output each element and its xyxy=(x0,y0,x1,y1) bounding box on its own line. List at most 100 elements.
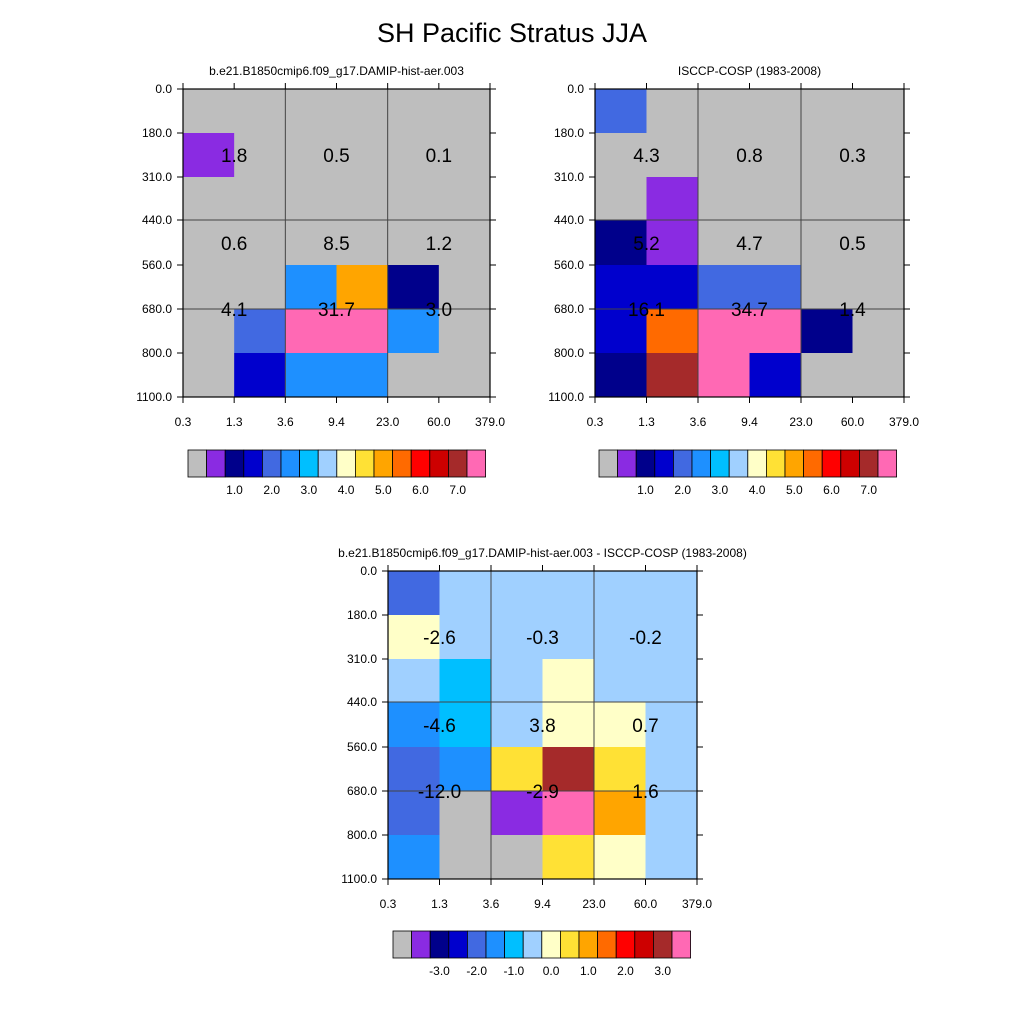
x-tick-label: 379.0 xyxy=(889,415,919,429)
colorbar-swatch xyxy=(317,449,338,478)
heatmap-cell xyxy=(646,177,699,221)
colorbar-label: 7.0 xyxy=(860,483,877,497)
colorbar-swatch xyxy=(671,930,692,959)
heatmap-cell xyxy=(645,702,698,748)
heatmap-cell xyxy=(234,177,286,221)
colorbar-swatch xyxy=(206,449,226,478)
cell-value-label: 0.5 xyxy=(839,234,865,255)
colorbar-swatch xyxy=(429,449,449,478)
x-tick-label: 23.0 xyxy=(789,415,813,429)
heatmap-cell xyxy=(183,89,235,134)
x-tick-label: 9.4 xyxy=(328,415,345,429)
heatmap-cell xyxy=(542,659,595,703)
heatmap-cell xyxy=(749,177,802,221)
heatmap-cell xyxy=(594,659,646,703)
colorbar-swatch xyxy=(373,449,394,478)
heatmap-cell xyxy=(388,615,440,660)
heatmap-cell xyxy=(387,265,440,310)
colorbar-label: 2.0 xyxy=(263,483,280,497)
heatmap-cell xyxy=(595,177,647,221)
heatmap-cell xyxy=(645,615,698,660)
colorbar-label: 5.0 xyxy=(786,483,803,497)
y-tick-label: 560.0 xyxy=(347,740,377,754)
heatmap-cell xyxy=(594,835,646,880)
heatmap-cell xyxy=(183,353,235,398)
heatmap-cell xyxy=(542,791,595,836)
heatmap-cell xyxy=(491,835,543,880)
heatmap-cell xyxy=(801,309,853,354)
heatmap-cell xyxy=(542,702,595,748)
heatmap-cell xyxy=(285,89,337,134)
heatmap-cell xyxy=(234,133,286,178)
heatmap-cell xyxy=(285,265,337,310)
x-tick-label: 23.0 xyxy=(582,897,606,911)
heatmap-cell xyxy=(749,353,802,398)
y-tick-label: 180.0 xyxy=(554,126,584,140)
heatmap-cell xyxy=(595,133,647,178)
cell-value-label: 3.8 xyxy=(529,716,555,737)
y-tick-label: 0.0 xyxy=(155,82,172,96)
colorbar-swatch xyxy=(447,449,468,478)
x-tick-label: 9.4 xyxy=(741,415,758,429)
colorbar-label: -2.0 xyxy=(466,964,487,978)
heatmap-cell xyxy=(438,309,491,354)
y-tick-label: 0.0 xyxy=(567,82,584,96)
colorbar-label: 6.0 xyxy=(823,483,840,497)
colorbar-label: 1.0 xyxy=(637,483,654,497)
y-tick-label: 800.0 xyxy=(142,346,172,360)
colorbar-label: 1.0 xyxy=(580,964,597,978)
colorbar-swatch xyxy=(261,449,282,478)
colorbar-swatch xyxy=(840,449,860,478)
heatmap-cell xyxy=(387,353,440,398)
x-tick-label: 60.0 xyxy=(427,415,451,429)
x-tick-label: 23.0 xyxy=(376,415,400,429)
heatmap-cell xyxy=(234,309,286,354)
cell-value-label: 4.1 xyxy=(221,300,247,321)
cell-value-label: 0.8 xyxy=(736,146,762,167)
colorbar-swatch xyxy=(541,930,561,959)
colorbar-swatch xyxy=(280,449,301,478)
heatmap-cell xyxy=(438,177,491,221)
heatmap-cell xyxy=(439,659,492,703)
heatmap-cell xyxy=(595,353,647,398)
heatmap-cell xyxy=(646,265,699,310)
colorbar-label: -1.0 xyxy=(504,964,525,978)
heatmap-cell xyxy=(388,835,440,880)
colorbar-swatch xyxy=(560,930,580,959)
cell-value-label: -4.6 xyxy=(423,716,456,737)
heatmap-cell xyxy=(439,571,492,616)
heatmap-cell xyxy=(698,177,750,221)
heatmap-cell xyxy=(388,747,440,792)
cell-value-label: 5.2 xyxy=(633,234,659,255)
heatmap-cell xyxy=(336,220,389,266)
heatmap-cell xyxy=(594,747,646,792)
colorbar-swatch xyxy=(634,930,654,959)
heatmap-cell xyxy=(646,133,699,178)
y-tick-label: 310.0 xyxy=(554,170,584,184)
colorbar-label: 7.0 xyxy=(449,483,466,497)
heatmap-cell xyxy=(698,89,750,134)
heatmap-cell xyxy=(852,133,905,178)
colorbar-swatch xyxy=(859,449,879,478)
y-tick-label: 1100.0 xyxy=(548,390,584,404)
y-tick-label: 1100.0 xyxy=(341,872,377,886)
colorbar-label: 2.0 xyxy=(674,483,691,497)
heatmap-cell xyxy=(491,571,543,616)
cell-value-label: 0.3 xyxy=(839,146,865,167)
x-tick-label: 1.3 xyxy=(226,415,243,429)
heatmap-cell xyxy=(438,133,491,178)
heatmap-cell xyxy=(439,835,492,880)
heatmap-cell xyxy=(646,309,699,354)
colorbar-label: 0.0 xyxy=(543,964,560,978)
heatmap-cell xyxy=(285,177,337,221)
colorbar-swatch xyxy=(673,449,693,478)
heatmap-cell xyxy=(438,353,491,398)
heatmap-cell xyxy=(801,220,853,266)
heatmap-panel-left: 0.0180.0310.0440.0560.0680.0800.01100.00… xyxy=(136,64,505,497)
heatmap-cell xyxy=(336,265,389,310)
heatmap-cell xyxy=(646,353,699,398)
cell-value-label: -12.0 xyxy=(418,782,461,803)
cell-value-label: 0.6 xyxy=(221,234,247,255)
cell-value-label: 0.7 xyxy=(632,716,658,737)
